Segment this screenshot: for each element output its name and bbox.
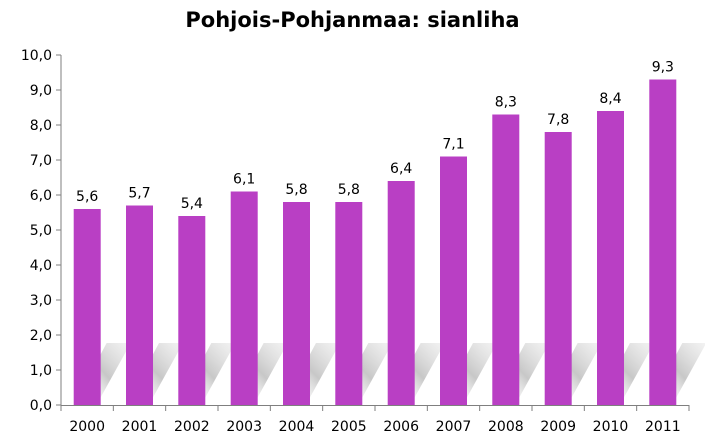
bar-2003 <box>230 191 258 405</box>
chart-title: Pohjois-Pohjanmaa: sianliha <box>185 8 520 32</box>
bar-2011 <box>649 79 677 405</box>
data-label: 7,1 <box>442 137 464 153</box>
x-tick-label: 2002 <box>174 419 210 435</box>
y-tick-label: 2,0 <box>30 328 52 344</box>
x-tick-label: 2004 <box>279 419 315 435</box>
y-tick-label: 1,0 <box>30 363 52 379</box>
x-tick-label: 2000 <box>69 419 105 435</box>
bar-2002 <box>178 216 206 405</box>
y-tick-label: 3,0 <box>30 293 52 309</box>
y-tick-label: 0,0 <box>30 398 52 414</box>
y-tick-label: 9,0 <box>30 83 52 99</box>
bar-2007 <box>440 156 467 405</box>
x-tick-label: 2010 <box>593 419 629 435</box>
data-label: 5,8 <box>338 182 360 198</box>
bar-2001 <box>126 205 153 405</box>
bar-2000 <box>73 209 101 405</box>
axes-layer <box>56 54 690 411</box>
x-tick-label: 2007 <box>436 419 472 435</box>
bar-2010 <box>597 111 624 405</box>
data-label: 7,8 <box>547 112 569 128</box>
bar-2004 <box>283 202 310 405</box>
data-label: 9,3 <box>652 60 674 76</box>
bars-layer <box>73 79 677 405</box>
data-label: 5,7 <box>128 186 150 202</box>
y-tick-label: 6,0 <box>30 188 52 204</box>
y-tick-label: 8,0 <box>30 118 52 134</box>
bar-2006 <box>387 181 415 405</box>
data-label: 5,8 <box>285 182 307 198</box>
labels-layer: 0,0 1,0 2,0 3,0 4,0 5,0 6,0 7,0 8,0 9,0 10,0 2000 20… <box>21 48 681 435</box>
x-tick-label: 2001 <box>122 419 158 435</box>
y-tick-label: 4,0 <box>30 258 52 274</box>
bar-2009 <box>544 132 572 405</box>
bar-2008 <box>492 114 520 405</box>
x-tick-label: 2006 <box>383 419 419 435</box>
y-tick-label: 7,0 <box>30 153 52 169</box>
x-tick-label: 2009 <box>540 419 576 435</box>
y-tick-label: 5,0 <box>30 223 52 239</box>
data-label: 6,4 <box>390 161 412 177</box>
data-label: 6,1 <box>233 172 255 188</box>
bar-2005 <box>335 202 363 405</box>
y-tick-label: 10,0 <box>21 48 52 64</box>
x-tick-label: 2008 <box>488 419 524 435</box>
x-tick-label: 2005 <box>331 419 367 435</box>
data-label: 8,3 <box>495 95 517 111</box>
data-label: 8,4 <box>599 91 621 107</box>
data-label: 5,4 <box>181 196 203 212</box>
data-label: 5,6 <box>76 189 98 205</box>
x-tick-label: 2003 <box>226 419 262 435</box>
x-tick-label: 2011 <box>645 419 681 435</box>
